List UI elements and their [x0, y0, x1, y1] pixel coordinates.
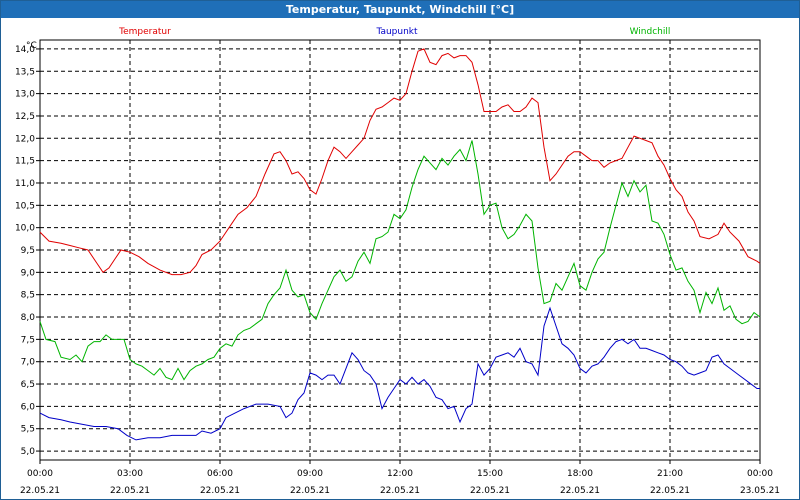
- y-tick-label: 14,0: [15, 45, 35, 55]
- y-tick-label: 9,5: [21, 246, 35, 256]
- y-tick-label: 12,0: [15, 134, 35, 144]
- x-tick-label-date: 22.05.21: [110, 486, 150, 496]
- x-tick-label-date: 22.05.21: [200, 486, 240, 496]
- y-tick-label: 10,0: [15, 224, 35, 234]
- x-tick-label-date: 22.05.21: [470, 486, 510, 496]
- series-line-taupunkt: [39, 306, 760, 441]
- x-tick-label-time: 15:00: [477, 469, 503, 479]
- x-tick-label-date: 22.05.21: [650, 486, 690, 496]
- x-tick-label-time: 00:00: [747, 469, 773, 479]
- y-tick-label: 11,0: [15, 179, 35, 189]
- series-line-temperatur: [39, 48, 761, 276]
- y-tick-label: 9,0: [21, 268, 36, 278]
- x-tick-label-time: 21:00: [657, 469, 683, 479]
- y-tick-label: 7,5: [21, 335, 35, 345]
- grid: [40, 40, 760, 460]
- legend-item-taupunkt: Taupunkt: [375, 27, 418, 37]
- x-axis: 00:00 22.05.21 03:00 22.05.21 06:00 22.05.21 0…: [20, 460, 780, 496]
- legend: Temperatur Taupunkt Windchill: [118, 27, 670, 37]
- series-line-windchill: [39, 140, 761, 381]
- x-tick-label-date: 22.05.21: [20, 486, 60, 496]
- y-axis-label: °C: [26, 41, 37, 51]
- y-tick-label: 5,5: [21, 425, 35, 435]
- x-tick-label-time: 12:00: [387, 469, 413, 479]
- y-axis: 5,0 5,5 6,0 6,5 7,0 7,5 8,0 8,5 9,0 9,5 10,0 10,5 11…: [15, 45, 40, 457]
- y-tick-label: 5,0: [21, 447, 36, 457]
- x-tick-label-date: 22.05.21: [290, 486, 330, 496]
- x-tick-label-date: 22.05.21: [560, 486, 600, 496]
- y-tick-label: 8,5: [21, 291, 35, 301]
- y-tick-label: 6,5: [21, 380, 35, 390]
- y-tick-label: 7,0: [21, 358, 36, 368]
- series-lines: [39, 48, 761, 441]
- x-tick-label-time: 09:00: [297, 469, 323, 479]
- y-tick-label: 12,5: [15, 112, 35, 122]
- y-tick-label: 8,0: [21, 313, 36, 323]
- y-tick-label: 11,5: [15, 157, 35, 167]
- y-tick-label: 10,5: [15, 201, 35, 211]
- x-tick-label-date: 23.05.21: [740, 486, 780, 496]
- y-tick-label: 6,0: [21, 402, 36, 412]
- y-tick-label: 13,5: [15, 67, 35, 77]
- x-tick-label-time: 06:00: [207, 469, 233, 479]
- x-tick-label-time: 03:00: [117, 469, 143, 479]
- legend-item-temperatur: Temperatur: [118, 27, 171, 37]
- window-title: Temperatur, Taupunkt, Windchill [°C]: [1, 1, 799, 18]
- y-tick-label: 13,0: [15, 90, 35, 100]
- x-tick-label-time: 18:00: [567, 469, 593, 479]
- x-tick-label-date: 22.05.21: [380, 486, 420, 496]
- legend-item-windchill: Windchill: [630, 27, 671, 37]
- x-tick-label-time: 00:00: [27, 469, 53, 479]
